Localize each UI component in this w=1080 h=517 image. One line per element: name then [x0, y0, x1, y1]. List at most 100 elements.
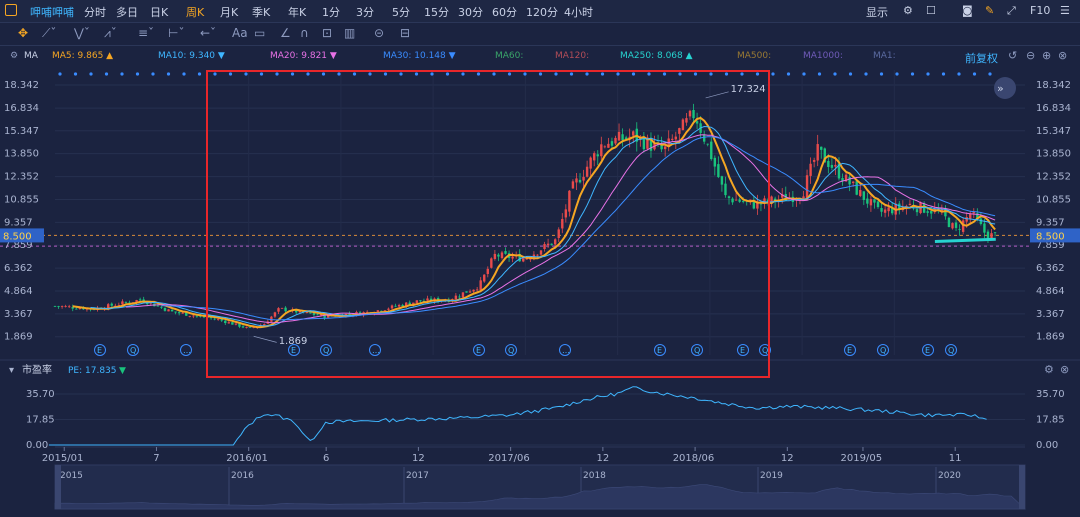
- navigator-left-handle[interactable]: [55, 465, 61, 509]
- candle-body: [671, 138, 674, 140]
- event-marker[interactable]: [320, 344, 332, 356]
- event-marker[interactable]: [505, 344, 517, 356]
- candle-body: [695, 121, 699, 124]
- event-markers[interactable]: E Q … E Q … E Q … E Q E Q E Q E Q: [94, 344, 957, 356]
- arrow-tool-icon[interactable]: ←ˇ: [200, 26, 217, 40]
- comment-icon[interactable]: ▭: [254, 26, 266, 40]
- price-tick-left: 15.347: [4, 126, 39, 137]
- signal-dots: [58, 72, 992, 76]
- pe-settings-icon[interactable]: ⚙: [1044, 363, 1054, 376]
- period-tab[interactable]: 5分: [392, 6, 410, 19]
- event-marker[interactable]: [844, 344, 856, 356]
- gear-icon[interactable]: ⚙: [903, 4, 913, 17]
- f10-button[interactable]: F10: [1030, 4, 1051, 17]
- candle-body: [610, 141, 614, 146]
- event-marker[interactable]: [127, 344, 139, 356]
- pencil-icon[interactable]: ✎: [985, 4, 995, 17]
- reset-icon[interactable]: ↺: [1008, 49, 1018, 62]
- event-marker[interactable]: [922, 344, 934, 356]
- candle-body: [756, 201, 759, 209]
- period-tab[interactable]: 4小时: [564, 6, 593, 19]
- event-marker[interactable]: [94, 344, 106, 356]
- wave-tool-icon[interactable]: ⩘ˇ: [104, 26, 117, 40]
- event-marker[interactable]: [180, 344, 192, 356]
- navigator-area: [54, 484, 1026, 510]
- close-icon[interactable]: ⊗: [1058, 49, 1068, 62]
- event-marker[interactable]: [945, 344, 957, 356]
- candle-body: [472, 289, 475, 292]
- period-tab[interactable]: 周K: [186, 6, 205, 19]
- text-tool-icon[interactable]: Aa: [232, 26, 248, 40]
- candle-body: [976, 213, 979, 219]
- candle-body: [280, 307, 284, 309]
- candle-body: [851, 181, 855, 183]
- magnet-icon[interactable]: ∩: [300, 26, 309, 40]
- navigator-right-handle[interactable]: [1019, 465, 1025, 509]
- period-tab[interactable]: 月K: [220, 6, 239, 19]
- event-marker[interactable]: [691, 344, 703, 356]
- event-marker-label: E: [476, 346, 481, 355]
- line-tool-icon[interactable]: ⟋ˇ: [42, 26, 57, 40]
- range-tool-icon[interactable]: ⊢ˇ: [168, 26, 185, 40]
- zoom-out-icon[interactable]: ⊖: [1026, 49, 1036, 62]
- camera-icon[interactable]: ◙: [962, 4, 973, 17]
- candle-body: [67, 306, 71, 308]
- candle-body: [593, 153, 596, 161]
- candle-body: [749, 199, 752, 201]
- collapse-icon[interactable]: [994, 77, 1016, 99]
- trash-icon[interactable]: ▥: [344, 26, 356, 40]
- event-marker[interactable]: [877, 344, 889, 356]
- adjust-mode-button[interactable]: 前复权: [965, 52, 998, 65]
- pe-toggle-icon[interactable]: ▾: [9, 365, 14, 376]
- settings-icon[interactable]: ⚙: [10, 51, 19, 61]
- period-tab[interactable]: 多日: [116, 6, 138, 19]
- time-tick: 2018/06: [673, 453, 715, 464]
- period-tab[interactable]: 分时: [84, 6, 106, 19]
- template-icon[interactable]: ⊟: [400, 26, 411, 40]
- candle-body: [763, 198, 766, 204]
- ruler-icon[interactable]: ∠: [280, 26, 291, 40]
- period-tab[interactable]: 60分: [492, 6, 517, 19]
- candle-body: [426, 298, 429, 301]
- period-tab[interactable]: 日K: [150, 6, 169, 19]
- price-axis: 18.342 18.342 16.834 16.834 15.347 15.347 13.8…: [0, 80, 1080, 343]
- move-icon[interactable]: ✥: [18, 26, 29, 40]
- period-tab[interactable]: 30分: [458, 6, 483, 19]
- polyline-tool-icon[interactable]: ⋁ˇ: [74, 26, 90, 40]
- price-tick-left: 12.352: [4, 172, 39, 183]
- candle-body: [188, 315, 192, 317]
- time-tick: 2019/05: [841, 453, 883, 464]
- candle-body: [227, 322, 231, 324]
- period-tab[interactable]: 15分: [424, 6, 449, 19]
- expand-icon[interactable]: ⤢: [1007, 4, 1016, 17]
- event-marker[interactable]: [759, 344, 771, 356]
- event-marker[interactable]: [654, 344, 666, 356]
- period-tab[interactable]: 1分: [322, 6, 340, 19]
- checkbox-icon[interactable]: ☐: [926, 4, 936, 17]
- candle-body: [660, 144, 663, 150]
- period-tab[interactable]: 年K: [288, 6, 307, 19]
- lock-icon[interactable]: ⊡: [322, 26, 333, 40]
- event-marker[interactable]: [737, 344, 749, 356]
- pe-tick-right: 0.00: [1036, 440, 1058, 451]
- candle-body: [213, 318, 216, 320]
- candle-body: [539, 250, 543, 255]
- link-icon[interactable]: ⊝: [374, 26, 385, 40]
- high-annotation: 17.324: [731, 84, 766, 95]
- period-tab[interactable]: 季K: [252, 6, 271, 19]
- event-marker[interactable]: [369, 344, 381, 356]
- more-icon[interactable]: ☰: [1060, 4, 1070, 17]
- candle-body: [837, 163, 841, 179]
- pe-close-icon[interactable]: ⊗: [1060, 363, 1069, 376]
- pe-tick-right: 35.70: [1036, 389, 1065, 400]
- period-tab[interactable]: 3分: [356, 6, 374, 19]
- event-marker[interactable]: [288, 344, 300, 356]
- navigator-year: 2016: [231, 471, 254, 481]
- event-marker[interactable]: [473, 344, 485, 356]
- event-marker[interactable]: [559, 344, 571, 356]
- fib-tool-icon[interactable]: ≡ˇ: [138, 26, 155, 40]
- display-button[interactable]: 显示: [866, 6, 888, 19]
- period-tab[interactable]: 120分: [526, 6, 558, 19]
- zoom-in-icon[interactable]: ⊕: [1042, 49, 1052, 62]
